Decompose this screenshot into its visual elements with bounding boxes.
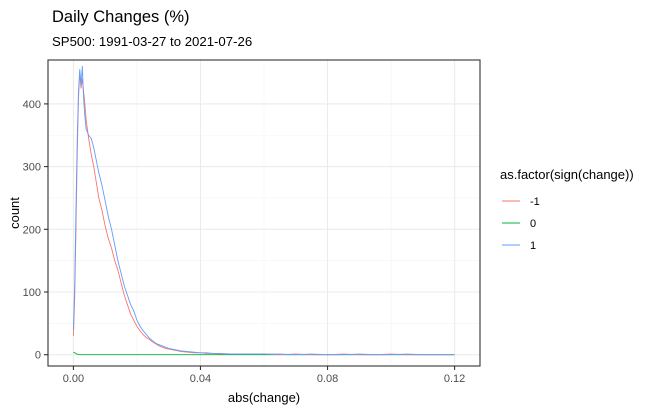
minor-gridlines xyxy=(48,60,480,366)
series-line-1 xyxy=(72,65,455,356)
series-line--1 xyxy=(72,72,455,356)
legend-title: as.factor(sign(change)) xyxy=(500,167,634,182)
chart-title: Daily Changes (%) xyxy=(52,8,190,26)
x-tick-label: 0.04 xyxy=(190,373,211,385)
y-axis: 0 100 200 300 400 xyxy=(23,99,48,362)
y-tick-label: 100 xyxy=(23,287,41,299)
x-tick-label: 0.12 xyxy=(444,373,465,385)
y-tick-label: 300 xyxy=(23,162,41,174)
x-tick-label: 0.08 xyxy=(317,373,338,385)
series-layer xyxy=(72,65,455,356)
y-tick-label: 400 xyxy=(23,99,41,111)
legend-label-1: 1 xyxy=(530,240,536,252)
y-axis-label: count xyxy=(7,197,22,229)
y-tick-label: 0 xyxy=(35,350,41,362)
legend: as.factor(sign(change)) -1 0 1 xyxy=(500,167,634,252)
x-tick-label: 0.00 xyxy=(63,373,84,385)
legend-label--1: -1 xyxy=(530,196,540,208)
chart-subtitle: SP500: 1991-03-27 to 2021-07-26 xyxy=(52,34,252,49)
plot-border xyxy=(47,59,481,367)
y-tick-label: 200 xyxy=(23,224,41,236)
major-gridlines xyxy=(48,60,480,366)
x-axis: 0.00 0.04 0.08 0.12 xyxy=(63,366,465,385)
legend-label-0: 0 xyxy=(530,218,536,230)
x-axis-label: abs(change) xyxy=(228,390,300,405)
